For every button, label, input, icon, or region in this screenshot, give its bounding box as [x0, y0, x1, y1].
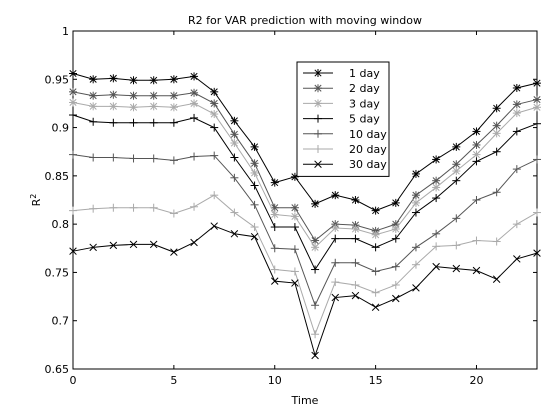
- data-point: [311, 243, 319, 251]
- y-axis-label: R2: [29, 194, 43, 207]
- data-point: [230, 139, 238, 147]
- y-tick-label: 0.75: [45, 266, 70, 279]
- data-point: [311, 200, 319, 208]
- x-tick-label: 20: [469, 374, 483, 387]
- data-point: [89, 92, 97, 100]
- data-point: [392, 225, 400, 233]
- data-point: [69, 98, 77, 106]
- data-point: [190, 99, 198, 107]
- chart-title: R2 for VAR prediction with moving window: [188, 14, 422, 27]
- legend: 1 day 2 day 3 day 5 day 10 day 20 day 30 day: [297, 62, 389, 176]
- y-tick-label: 0.7: [52, 315, 70, 328]
- legend-label: 20 day: [349, 143, 387, 156]
- data-point: [291, 212, 299, 220]
- data-point: [251, 169, 259, 177]
- x-axis-label: Time: [291, 394, 319, 407]
- data-point: [412, 191, 420, 199]
- data-point: [109, 102, 117, 110]
- y-tick-label: 0.95: [45, 73, 70, 86]
- data-point: [432, 183, 440, 191]
- data-point: [210, 99, 218, 107]
- data-point: [89, 102, 97, 110]
- x-tick-label: 10: [268, 374, 282, 387]
- data-point: [291, 204, 299, 212]
- data-point: [150, 102, 158, 110]
- data-point: [271, 179, 279, 187]
- y-tick-label: 0.85: [45, 170, 70, 183]
- data-point: [513, 109, 521, 117]
- legend-swatch-marker: [314, 69, 322, 77]
- data-point: [109, 74, 117, 82]
- data-point: [109, 91, 117, 99]
- x-tick-label: 5: [170, 374, 177, 387]
- data-point: [472, 127, 480, 135]
- x-tick-label: 15: [369, 374, 383, 387]
- y-axis-label-superscript: 2: [29, 194, 38, 199]
- data-point: [130, 103, 138, 111]
- legend-label: 10 day: [349, 128, 387, 141]
- y-tick-label: 1: [62, 25, 69, 38]
- data-point: [392, 199, 400, 207]
- legend-swatch-marker: [314, 84, 322, 92]
- data-point: [493, 129, 501, 137]
- data-point: [130, 76, 138, 84]
- legend-label: 1 day: [349, 67, 380, 80]
- data-point: [513, 84, 521, 92]
- data-point: [150, 92, 158, 100]
- data-point: [432, 155, 440, 163]
- data-point: [271, 210, 279, 218]
- data-point: [251, 159, 259, 167]
- legend-label: 3 day: [349, 97, 380, 110]
- data-point: [251, 143, 259, 151]
- data-point: [331, 191, 339, 199]
- data-point: [130, 92, 138, 100]
- y-tick-label: 0.65: [45, 363, 70, 376]
- data-point: [452, 167, 460, 175]
- data-point: [230, 130, 238, 138]
- data-point: [472, 141, 480, 149]
- svg-text:R2: R2: [29, 194, 43, 207]
- data-point: [533, 79, 541, 87]
- legend-swatch-marker: [314, 99, 322, 107]
- y-tick-label: 0.9: [52, 122, 70, 135]
- data-point: [331, 224, 339, 232]
- data-point: [452, 143, 460, 151]
- data-point: [190, 72, 198, 80]
- data-point: [493, 104, 501, 112]
- data-point: [230, 117, 238, 125]
- data-point: [190, 89, 198, 97]
- data-point: [210, 110, 218, 118]
- data-point: [372, 231, 380, 239]
- data-point: [170, 92, 178, 100]
- data-point: [533, 103, 541, 111]
- data-point: [533, 96, 541, 104]
- x-tick-label: 0: [70, 374, 77, 387]
- y-tick-label: 0.8: [52, 218, 70, 231]
- data-point: [351, 225, 359, 233]
- data-point: [412, 199, 420, 207]
- data-point: [69, 69, 77, 77]
- data-point: [69, 88, 77, 96]
- data-point: [89, 75, 97, 83]
- data-point: [493, 122, 501, 130]
- data-point: [412, 170, 420, 178]
- data-point: [210, 88, 218, 96]
- legend-label: 2 day: [349, 82, 380, 95]
- data-point: [372, 207, 380, 215]
- data-point: [170, 103, 178, 111]
- legend-label: 30 day: [349, 158, 387, 171]
- data-point: [351, 196, 359, 204]
- data-point: [150, 76, 158, 84]
- data-point: [170, 75, 178, 83]
- data-point: [513, 100, 521, 108]
- legend-label: 5 day: [349, 113, 380, 126]
